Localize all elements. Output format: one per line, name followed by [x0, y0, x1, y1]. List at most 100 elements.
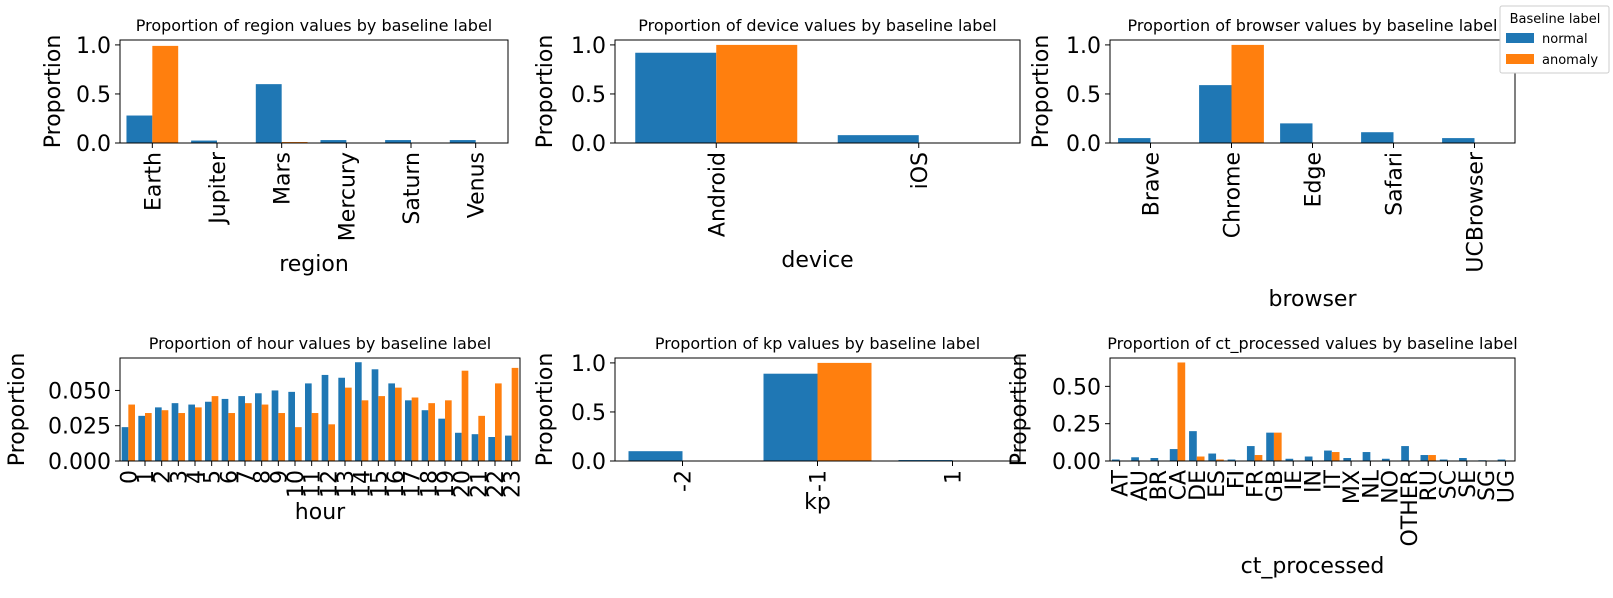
x-tick-label-15: 15: [367, 470, 392, 498]
y-tick-label: 0.0: [76, 132, 111, 157]
x-tick-label-20: 20: [451, 470, 476, 498]
y-tick-label: 1.0: [571, 352, 606, 377]
y-tick-label: 1.0: [76, 34, 111, 59]
bar-normal-IT: [1324, 450, 1332, 461]
bar-anomaly-12: [328, 424, 335, 461]
y-tick-label: 1.0: [571, 34, 606, 59]
bar-normal-13: [338, 377, 345, 461]
bar-anomaly-9: [278, 413, 285, 461]
y-tick-label: 0.5: [571, 83, 606, 108]
bar-normal-12: [321, 374, 329, 461]
bar-normal-DE: [1189, 431, 1197, 461]
x-tick-label-IE: IE: [1282, 470, 1307, 490]
x-tick-label-SG: SG: [1475, 470, 1500, 501]
x-tick-label-18: 18: [417, 470, 442, 498]
x-tick-label-14: 14: [351, 470, 376, 498]
x-tick-label-Edge: Edge: [1302, 152, 1327, 207]
bar-normal-BR: [1150, 458, 1159, 461]
x-axis-label: hour: [295, 500, 346, 525]
chart-title: Proportion of kp values by baseline labe…: [655, 334, 980, 353]
subplot-browser: 0.0 0.5 1.0 Brave Chrome Edge Safari UCBrowser P…: [1029, 16, 1516, 312]
x-tick-label-2: 2: [151, 470, 176, 484]
bar-anomaly-20: [461, 370, 469, 461]
bar-normal--2: [628, 451, 683, 461]
x-tick-label-OTHER: OTHER: [1398, 470, 1423, 546]
bar-anomaly-1: [145, 413, 152, 461]
legend-swatch-anomaly: [1506, 54, 1534, 64]
x-tick-label-21: 21: [467, 470, 492, 498]
bar-anomaly-23: [511, 367, 519, 461]
x-tick-label-17: 17: [401, 470, 426, 498]
x-tick-label-MX: MX: [1340, 470, 1365, 504]
x-tick-label-Brave: Brave: [1140, 152, 1165, 216]
x-tick-label-SC: SC: [1437, 470, 1462, 499]
chart-title: Proportion of browser values by baseline…: [1128, 16, 1498, 35]
bar-anomaly--1: [817, 362, 872, 461]
y-axis-label: Proportion: [5, 353, 30, 467]
x-tick-label-Chrome: Chrome: [1221, 152, 1246, 238]
bar-anomaly-RU: [1428, 455, 1436, 461]
x-tick-label-Venus: Venus: [465, 152, 490, 218]
legend-label-normal: normal: [1542, 32, 1588, 47]
x-tick-label-7: 7: [234, 470, 259, 484]
y-tick-label: 0.025: [48, 415, 111, 440]
bar-normal-UCBrowser: [1442, 138, 1475, 143]
x-tick-label-SE: SE: [1456, 470, 1481, 498]
x-tick-label-12: 12: [317, 470, 342, 498]
y-tick-label: 0.5: [1066, 83, 1101, 108]
bar-normal-Venus: [449, 140, 476, 143]
bar-anomaly-Android: [716, 44, 798, 143]
x-tick-label-AU: AU: [1128, 470, 1153, 501]
x-tick-label-Mars: Mars: [271, 152, 296, 205]
bar-normal-14: [355, 362, 362, 461]
y-tick-label: 1.0: [1066, 34, 1101, 59]
y-axis-label: Proportion: [533, 353, 558, 467]
bar-normal-FR: [1246, 446, 1255, 461]
bar-anomaly-10: [295, 427, 302, 461]
x-tick-label-RU: RU: [1417, 470, 1442, 501]
subplot-region: 0.0 0.5 1.0 Earth Jupiter Mars Mercury Saturn Ve…: [41, 16, 509, 277]
bar-normal-4: [188, 404, 195, 461]
subplot-ct_processed: 0.00 0.25 0.50 ATAUBRCADEESFIFRGBIEINITMXNL…: [1007, 334, 1519, 579]
bar-normal-15: [371, 369, 379, 461]
x-tick-label-CA: CA: [1167, 470, 1192, 500]
bar-normal-17: [405, 400, 412, 461]
bar-normal-OTHER: [1401, 446, 1409, 461]
bar-normal-ES: [1208, 453, 1217, 461]
x-tick-label-UCBrowser: UCBrowser: [1464, 151, 1489, 273]
x-tick-label-16: 16: [384, 470, 409, 498]
plot-frame: [119, 39, 509, 144]
bar-normal-FI: [1227, 459, 1236, 461]
x-tick-label-DE: DE: [1186, 470, 1211, 501]
bar-normal-Mars: [255, 84, 282, 143]
bar-anomaly-22: [495, 383, 502, 461]
bar-normal-2: [155, 407, 162, 461]
bar-normal-IE: [1285, 458, 1294, 461]
x-tick-label-IN: IN: [1302, 470, 1327, 493]
bar-normal-23: [505, 435, 512, 461]
x-tick-label--2: -2: [672, 470, 697, 492]
bar-anomaly-6: [228, 413, 235, 461]
bar-normal-RU: [1420, 455, 1429, 461]
bar-normal-SE: [1459, 458, 1467, 461]
y-axis-label: Proportion: [41, 35, 66, 149]
y-tick-label: 0.050: [48, 379, 111, 404]
legend-swatch-normal: [1506, 33, 1534, 43]
y-tick-label: 0.00: [1052, 450, 1101, 475]
bar-normal-GB: [1266, 432, 1274, 461]
plot-frame: [119, 357, 521, 462]
x-tick-label-Mercury: Mercury: [335, 152, 360, 241]
x-tick-label-4: 4: [184, 470, 209, 484]
x-tick-label-UG: UG: [1494, 470, 1519, 503]
bar-anomaly-CA: [1177, 362, 1186, 461]
x-axis-label: ct_processed: [1241, 554, 1385, 579]
plot-frame: [1109, 357, 1516, 462]
bar-normal-Chrome: [1199, 85, 1232, 143]
y-axis-label: Proportion: [1029, 35, 1054, 149]
bar-normal-16: [388, 383, 395, 461]
bar-anomaly-21: [478, 415, 485, 461]
bar-normal-9: [271, 390, 279, 461]
bar-normal-7: [238, 396, 245, 461]
x-tick-label-IT: IT: [1321, 469, 1346, 489]
